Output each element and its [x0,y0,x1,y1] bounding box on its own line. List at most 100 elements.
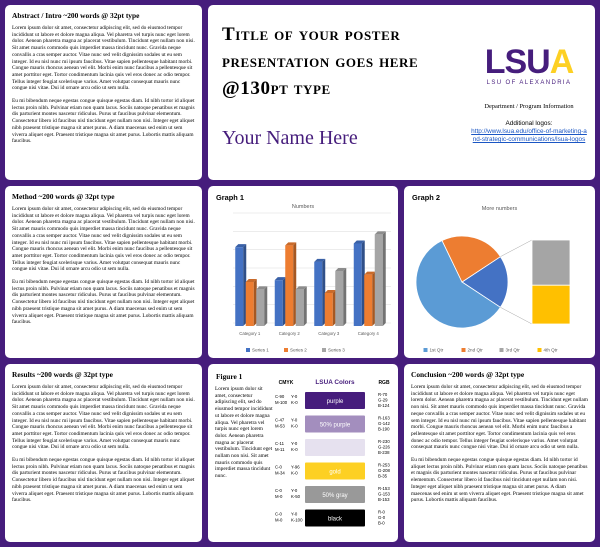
bar-top [256,286,268,290]
chart-title: More numbers [482,206,518,212]
panel-heading: Figure 1 [216,372,243,381]
rgb-value: G-226 [378,445,391,450]
color-swatch [305,486,365,503]
rgb-value: B-238 [378,450,390,455]
rgb-value: R-0 [378,510,386,515]
cmyk-value: K-0 [291,447,298,452]
bar-face [324,293,333,326]
bar-top [314,258,326,262]
bar-side [243,244,247,326]
color-swatch [305,415,365,433]
bar-face [256,289,265,326]
color-swatch [305,462,365,480]
panel-heading: Results ~200 words @ 32pt type [12,370,113,379]
legend-label: Series 3 [328,348,345,353]
legend-swatch [499,348,504,352]
cmyk-value: Y-0 [291,418,298,423]
logo-mark: LSUA [470,45,588,79]
cmyk-value: M-0 [275,518,283,523]
paragraph: Eu mi bibendum neque egestas congue quis… [12,457,195,504]
legend-swatch [461,348,466,352]
rgb-value: B-124 [378,403,390,408]
bar-face [353,243,362,326]
bar [324,290,336,326]
bar-side [282,277,286,326]
paragraph: Eu mi bibendum neque egestas congue quis… [12,98,195,145]
paragraph: Lorem ipsum dolor sit amet, consectetur … [12,206,195,273]
x-tick-label: Category 2 [279,331,301,336]
bar-top [245,279,257,282]
bar [314,258,326,326]
rgb-value: R-163 [378,416,390,421]
cmyk-value: K-100 [291,518,303,523]
connector [500,307,533,325]
logos-label: Additional logos: [505,120,553,127]
results-panel: Results ~200 words @ 32pt type Lorem ips… [5,364,202,542]
color-name: 50% purple [320,423,351,429]
column-header: LSUA Colors [315,379,355,386]
bar-side [361,240,365,326]
color-name: 50% gray [322,493,347,499]
bar-segment [531,284,571,325]
bar-top [274,277,286,281]
rgb-value: R-253 [378,463,390,468]
cmyk-value: M-11 [275,447,285,452]
rgb-value: B-190 [378,427,390,432]
legend-label: 3rd Qtr [506,348,521,353]
chart: Graph 1 Numbers Category 1 Category 2 Catego… [216,193,391,353]
x-tick-label: Category 4 [358,331,380,336]
cmyk-value: Y-0 [291,512,298,517]
cmyk-value: M-53 [275,424,285,429]
legend-swatch [537,348,542,352]
bar [374,231,386,326]
bar-side [303,286,307,326]
rgb-value: R-153 [378,486,390,491]
panel-body: Lorem ipsum dolor sit amet, consectetur … [411,384,588,504]
rgb-value: B-153 [378,497,390,502]
panel-heading: Abstract / Intro ~200 words @ 32pt type [12,11,140,20]
cmyk-value: Y-0 [291,441,298,446]
bar-top [285,242,297,246]
x-tick-label: Category 1 [239,331,261,336]
bar-side [293,242,297,326]
color-swatch [305,439,365,456]
rgb-value: G-142 [378,421,391,426]
bar-top [235,244,247,248]
rgb-value: G-29 [378,398,388,403]
bar [335,268,347,326]
logos-link[interactable]: http://www.lsua.edu/office-of-marketing-… [471,128,587,143]
color-swatch [305,509,365,527]
bar-side [332,290,336,326]
bar-side [382,231,386,326]
graph1-panel: Graph 1 Numbers Category 1 Category 2 Catego… [208,186,398,358]
logo-mark-accent: A [549,43,575,81]
department: Department / Program Information [484,103,574,110]
panel-body: Lorem ipsum dolor sit amet, consectetur … [12,25,195,145]
legend-swatch [246,348,250,352]
cmyk-value: C-0 [275,488,283,493]
rgb-value: G-208 [378,468,391,473]
bar-face [364,274,373,326]
cmyk-value: C-11 [275,441,285,446]
paragraph: Lorem ipsum dolor sit amet, consectetur … [12,384,195,451]
legend-label: Series 1 [252,348,269,353]
bar [353,240,365,326]
cmyk-value: K-50 [291,494,301,499]
cmyk-value: K-0 [291,471,298,476]
bar-side [253,279,257,326]
bar-side [372,271,376,326]
header-panel: Title of your poster presentation goes h… [208,5,595,180]
paragraph: Eu mi bibendum neque egestas congue quis… [12,279,195,326]
cmyk-value: K-0 [291,424,298,429]
cmyk-value: Y-0 [291,488,298,493]
pie-slice [415,240,501,329]
panel-heading: Method ~200 words @ 32pt type [12,192,115,201]
cmyk-value: C-47 [275,418,285,423]
bar-top [374,231,386,235]
cmyk-value: M-100 [275,400,288,405]
bar [245,279,257,326]
cmyk-value: K-0 [291,400,298,405]
rgb-value: G-153 [378,492,391,497]
